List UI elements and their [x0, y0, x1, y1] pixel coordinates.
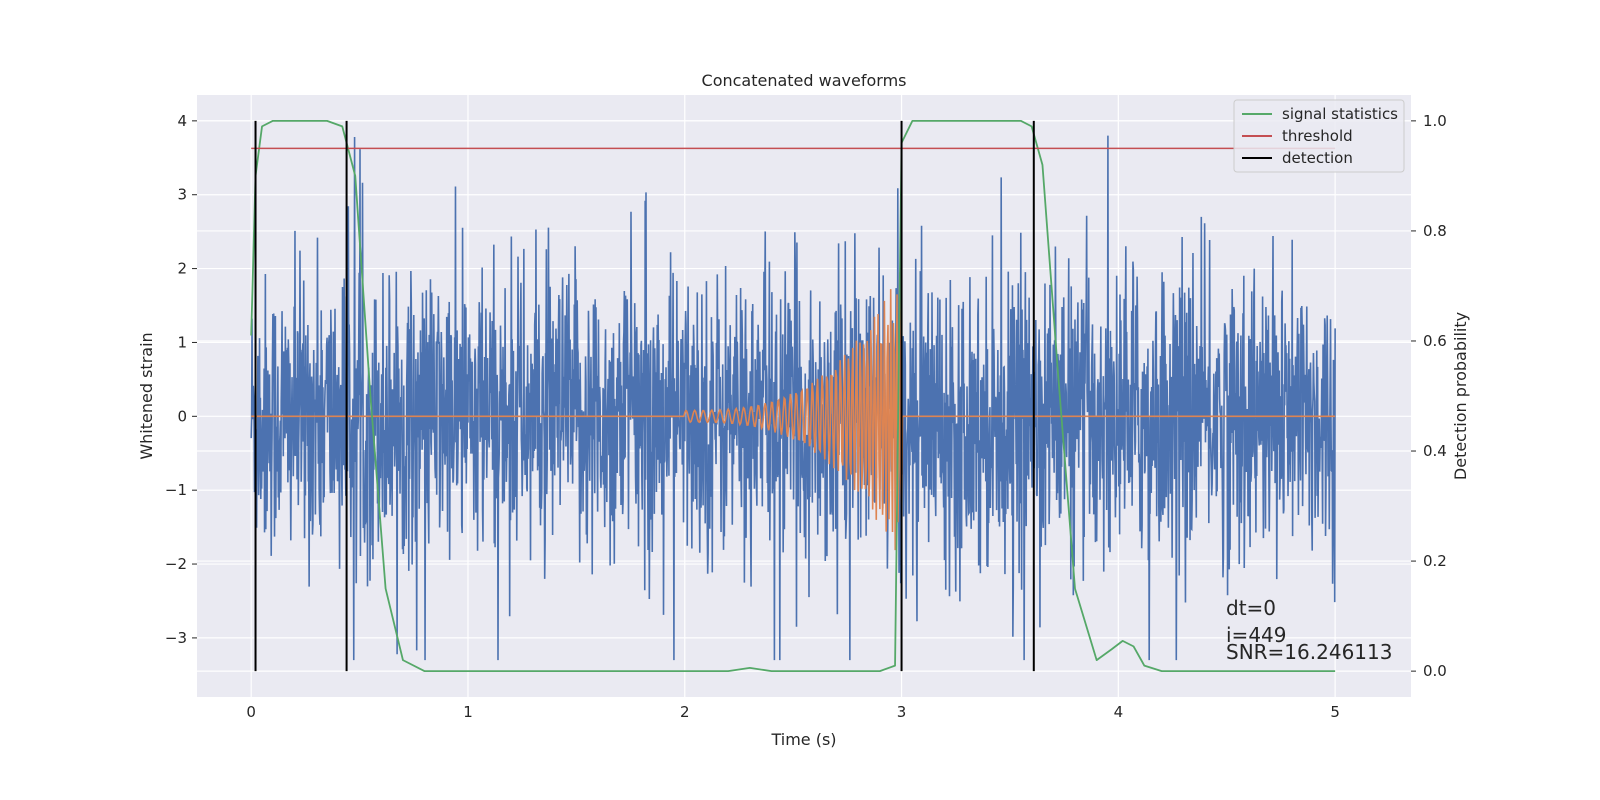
- y2-tick-label: 0.0: [1423, 662, 1447, 680]
- y-axis-label: Whitened strain: [137, 332, 156, 459]
- legend-frame: [1233, 99, 1405, 173]
- x-tick-label: 4: [1114, 703, 1124, 721]
- annotation-line: SNR=16.246113: [1226, 640, 1392, 664]
- ticks: 0 1 2 3 4 5 −3 −2 −1 0 1 2 3 4 0.0 0.2 0.4 0.6 0.8 1.0: [165, 112, 1447, 721]
- x-tick-label: 5: [1330, 703, 1340, 721]
- data-layer: [250, 119, 1336, 673]
- signal-statistics-line: [250, 119, 1336, 673]
- y2-tick-label: 0.4: [1423, 442, 1447, 460]
- y-tick-label: −1: [165, 481, 187, 499]
- legend-entry: detection: [1282, 149, 1353, 167]
- y-tick-label: 1: [177, 333, 187, 351]
- y2-tick-label: 0.6: [1423, 332, 1447, 350]
- y2-tick-label: 0.2: [1423, 552, 1447, 570]
- x-tick-label: 3: [897, 703, 907, 721]
- y-tick-label: 3: [177, 186, 187, 204]
- y2-tick-label: 1.0: [1423, 112, 1447, 130]
- x-axis-label: Time (s): [770, 730, 836, 749]
- noise-series-line: [250, 135, 1336, 661]
- y-tick-label: 4: [177, 112, 187, 130]
- y2-axis-label: Detection probability: [1451, 312, 1470, 480]
- y-tick-label: 0: [177, 407, 187, 425]
- y-tick-label: 2: [177, 260, 187, 278]
- x-tick-label: 2: [680, 703, 690, 721]
- y-tick-label: −3: [165, 629, 187, 647]
- y-tick-label: −2: [165, 555, 187, 573]
- x-tick-label: 1: [463, 703, 473, 721]
- legend-entry: threshold: [1282, 127, 1353, 145]
- legend-entry: signal statistics: [1282, 105, 1398, 123]
- chart-title: Concatenated waveforms: [702, 71, 907, 90]
- x-tick-label: 0: [246, 703, 256, 721]
- y2-tick-label: 0.8: [1423, 222, 1447, 240]
- annotation-line: i=449: [1226, 623, 1287, 647]
- annotation-line: dt=0: [1226, 596, 1276, 620]
- injection-series-line: [251, 272, 1336, 551]
- legend: signal statistics threshold detection: [1233, 99, 1405, 173]
